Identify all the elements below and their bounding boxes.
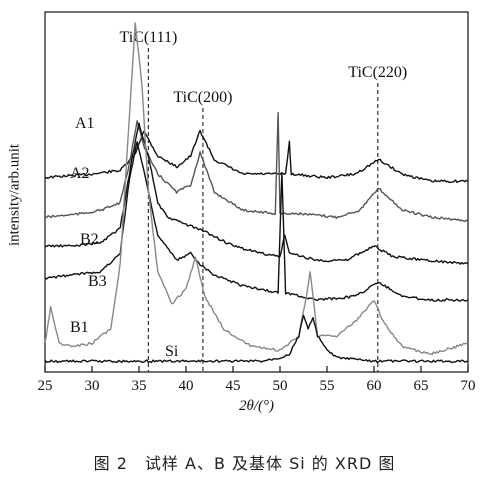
series-line-b3 [44,141,469,302]
plot-frame [44,11,469,373]
series-label-b2: B2 [80,231,99,248]
x-axis-label: 2θ/(°) [239,398,274,414]
y-axis-label-wrap: intensity/arb.unit [4,30,26,360]
series-label-a2: A2 [70,165,90,182]
series-label-a1: A1 [75,115,95,132]
x-tick-label-40: 40 [179,378,194,394]
peak-marker-label-2: TiC(220) [348,64,407,81]
figure-caption: 图 2 试样 A、B 及基体 Si 的 XRD 图 [93,454,396,473]
x-tick-label-60: 60 [367,378,382,394]
y-axis-label: intensity/arb.unit [6,143,23,247]
series-label-b1: B1 [70,319,89,336]
peak-marker-label-1: TiC(200) [173,89,232,106]
x-tick-label-45: 45 [226,378,241,394]
x-tick-label-70: 70 [461,378,476,394]
x-tick-label-55: 55 [320,378,335,394]
x-tick-label-35: 35 [132,378,147,394]
series-label-si: Si [165,343,179,360]
x-tick-label-30: 30 [85,378,100,394]
x-tick-label-25: 25 [38,378,53,394]
series-line-b1 [44,22,469,356]
series-line-a2 [45,112,469,223]
peak-marker-label-0: TiC(111) [120,29,178,46]
x-tick-label-50: 50 [273,378,288,394]
series-line-a1 [44,129,469,184]
plot-area: 25 30 35 40 45 50 55 60 65 70 2θ/(°) TiC(111) TiC(20… [38,11,476,414]
series-line-b2 [44,122,469,265]
series-label-b3: B3 [88,273,107,290]
x-tick-label-65: 65 [414,378,429,394]
series-line-si [44,314,469,364]
